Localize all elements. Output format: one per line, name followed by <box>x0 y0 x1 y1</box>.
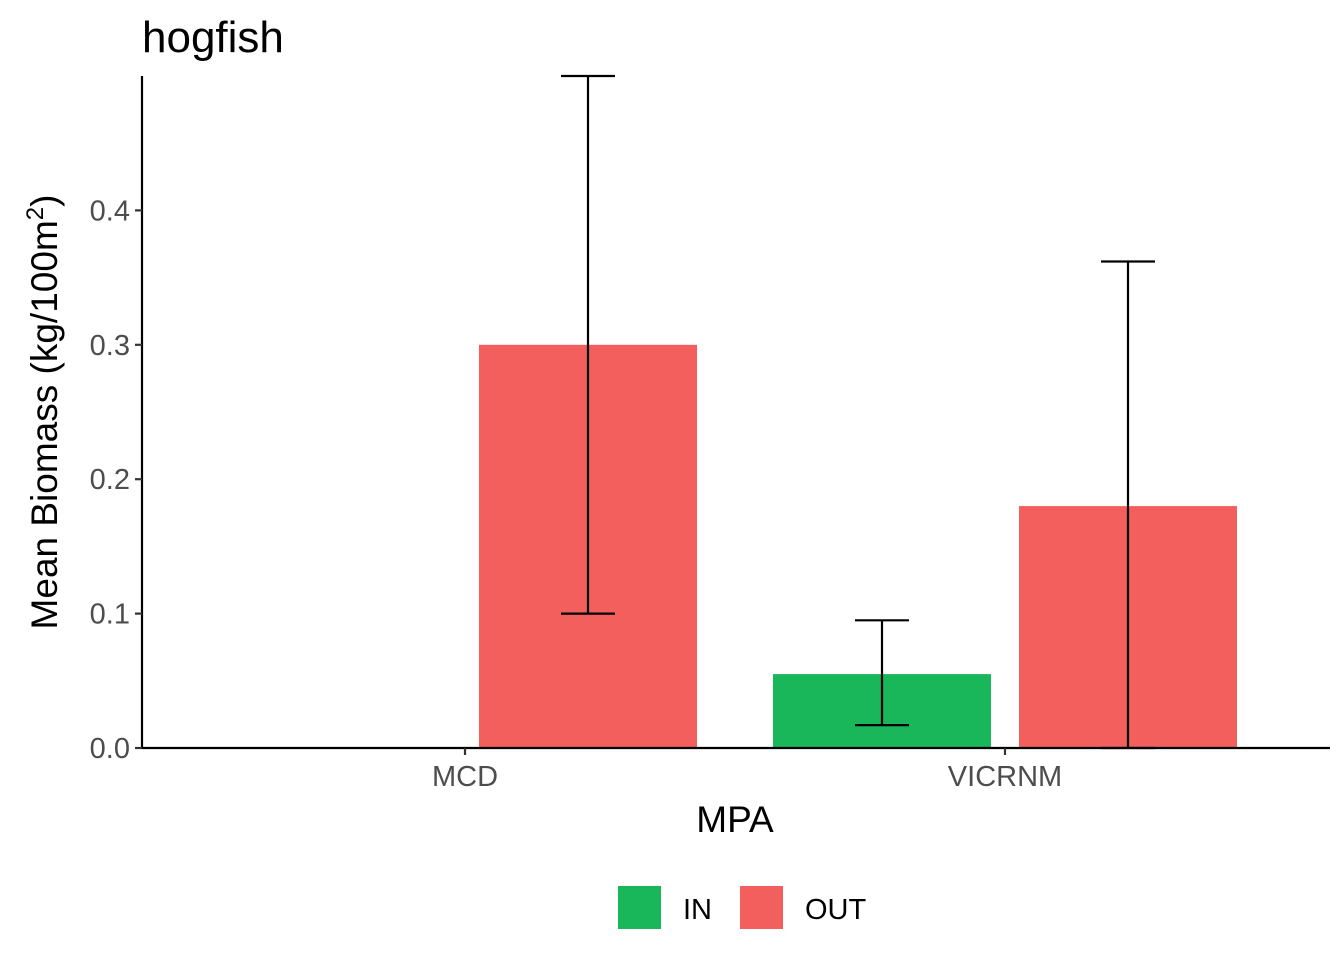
x-axis-ticks: MCD VICRNM <box>432 748 1062 793</box>
y-axis-title: Mean Biomass (kg/100m2) <box>22 195 65 630</box>
error-bar-mcd-out <box>561 74 615 615</box>
y-axis-title-superscript: 2 <box>22 207 49 220</box>
y-axis-ticks: 0.0 0.1 0.2 0.3 0.4 <box>90 195 142 765</box>
y-tick-label: 0.1 <box>90 599 130 631</box>
error-bars-group <box>561 74 1155 750</box>
plot-area: 0.0 0.1 0.2 0.3 0.4 MCD VICRNM <box>90 74 1330 793</box>
x-axis-title: MPA <box>696 799 774 840</box>
legend-item-out: OUT <box>740 886 867 929</box>
chart-title: hogfish <box>142 13 284 62</box>
y-tick-label: 0.2 <box>90 464 130 496</box>
y-tick-label: 0.3 <box>90 330 130 362</box>
legend-item-in: IN <box>618 886 712 929</box>
legend-label-out: OUT <box>805 894 867 926</box>
y-axis-title-main: Mean Biomass (kg/100m <box>24 220 65 629</box>
legend-key-in <box>618 886 661 929</box>
x-tick-label-mcd: MCD <box>432 761 498 793</box>
y-tick-label: 0.0 <box>90 733 130 765</box>
legend-key-out <box>740 886 783 929</box>
legend: IN OUT <box>618 886 867 929</box>
y-axis-title-suffix: ) <box>24 195 65 207</box>
bars-group <box>233 344 1237 749</box>
legend-label-in: IN <box>683 894 712 926</box>
y-tick-label: 0.4 <box>90 195 130 227</box>
x-tick-label-vicrnm: VICRNM <box>948 761 1062 793</box>
error-bar-vicrnm-in <box>855 619 909 727</box>
